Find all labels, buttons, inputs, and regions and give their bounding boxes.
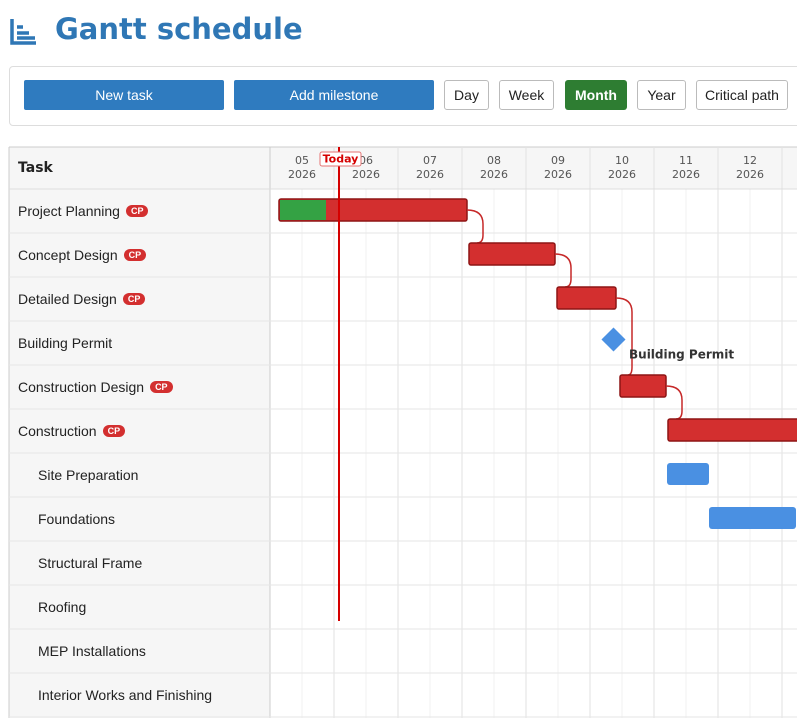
task-name: Building Permit <box>18 335 113 351</box>
task-row[interactable]: Construction Design CP <box>18 365 173 409</box>
month-label: 10 <box>615 154 629 167</box>
task-name: Project Planning <box>18 203 120 219</box>
task-row[interactable]: Roofing <box>38 585 86 629</box>
task-name: Foundations <box>38 511 116 527</box>
page-title: Gantt schedule <box>55 12 303 46</box>
year-label: 2026 <box>736 168 764 181</box>
task-panel <box>9 147 270 718</box>
task-name: MEP Installations <box>38 643 146 659</box>
task-name: Structural Frame <box>38 555 143 571</box>
critical-badge: CP <box>102 425 126 437</box>
task-row[interactable]: Site Preparation <box>38 453 138 497</box>
week-button[interactable]: Week <box>499 80 554 110</box>
task-row[interactable]: Building Permit <box>18 321 112 365</box>
year-label: 2026 <box>544 168 572 181</box>
task-name: Interior Works and Finishing <box>38 687 213 703</box>
task-header: Task <box>18 160 54 176</box>
today-label: Today <box>323 153 359 166</box>
year-label: 2026 <box>352 168 380 181</box>
critical-badge: CP <box>125 205 149 217</box>
year-label: 2026 <box>416 168 444 181</box>
critical-path-button[interactable]: Critical path <box>696 80 788 110</box>
toolbar <box>9 66 797 126</box>
month-label: 06 <box>359 154 373 167</box>
add-milestone-button[interactable]: Add milestone <box>234 80 434 110</box>
new-task-button[interactable]: New task <box>24 80 224 110</box>
month-label: 11 <box>679 154 693 167</box>
dependency <box>615 297 633 376</box>
today-box <box>319 151 362 167</box>
month-label: 05 <box>295 154 309 167</box>
critical-badge: CP <box>150 381 173 393</box>
year-button[interactable]: Year <box>637 80 686 110</box>
dependency <box>466 209 484 244</box>
year-label: 2026 <box>480 168 508 181</box>
task-name: Concept Design <box>18 247 118 263</box>
task-row[interactable]: Structural Frame <box>38 541 142 585</box>
critical-badge: CP <box>123 249 147 261</box>
critical-bar[interactable] <box>619 374 667 398</box>
year-label: 2026 <box>288 168 316 181</box>
month-label: 09 <box>551 154 565 167</box>
child-bar[interactable] <box>667 463 709 485</box>
dependency <box>554 253 572 288</box>
month-label: 12 <box>743 154 757 167</box>
task-row[interactable]: Project Planning CP <box>18 189 149 233</box>
task-row[interactable]: MEP Installations <box>38 629 146 673</box>
task-row[interactable]: Interior Works and Finishing <box>38 673 212 717</box>
app-icon <box>10 19 36 45</box>
year-label: 2026 <box>608 168 636 181</box>
task-name: Detailed Design <box>18 291 117 307</box>
progress-bar <box>280 200 326 220</box>
dependency <box>665 385 683 420</box>
task-row[interactable]: Construction CP <box>18 409 126 453</box>
task-row[interactable]: Foundations <box>38 497 115 541</box>
task-name: Site Preparation <box>38 467 139 483</box>
critical-bar[interactable] <box>667 418 797 442</box>
critical-bar[interactable] <box>556 286 617 310</box>
task-name: Construction <box>18 423 97 439</box>
header-row <box>9 147 797 189</box>
task-name: Roofing <box>38 599 87 615</box>
task-row[interactable]: Detailed Design CP <box>18 277 146 321</box>
month-label: 07 <box>423 154 437 167</box>
day-button[interactable]: Day <box>444 80 489 110</box>
milestone-label: Building Permit <box>629 348 734 362</box>
task-row[interactable]: Concept Design CP <box>18 233 147 277</box>
task-name: Construction Design <box>18 379 145 395</box>
month-label: 08 <box>487 154 501 167</box>
year-label: 2026 <box>672 168 700 181</box>
child-bar[interactable] <box>709 507 796 529</box>
critical-bar[interactable] <box>468 242 556 266</box>
critical-badge: CP <box>122 293 146 305</box>
month-button[interactable]: Month <box>565 80 627 110</box>
